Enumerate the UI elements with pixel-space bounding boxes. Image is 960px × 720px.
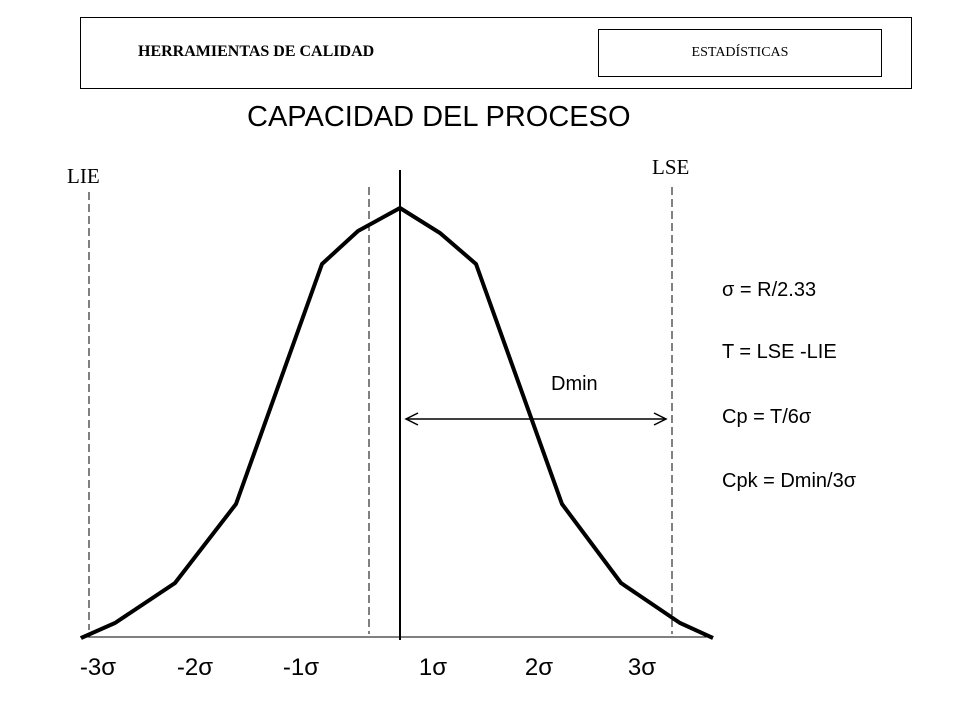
dmin-label: Dmin [551, 373, 598, 395]
tick-1-sigma: 1σ [418, 654, 448, 681]
section-badge: ESTADÍSTICAS [598, 29, 882, 77]
tick-minus-3-sigma: -3σ [79, 654, 117, 681]
formula-cpk: Cpk = Dmin/3σ [722, 470, 857, 492]
lse-label: LSE [652, 155, 690, 179]
tick-minus-2-sigma: -2σ [176, 654, 214, 681]
header-title: HERRAMIENTAS DE CALIDAD [138, 43, 375, 60]
distribution-curve [80, 205, 714, 640]
dmin-arrow-right-head [653, 412, 668, 426]
formula-cp: Cp = T/6σ [722, 406, 812, 428]
formula-t: T = LSE -LIE [722, 341, 837, 363]
formula-sigma: σ = R/2.33 [722, 279, 817, 301]
tick-minus-1-sigma: -1σ [282, 654, 320, 681]
tick-2-sigma: 2σ [524, 654, 554, 681]
main-title: CAPACIDAD DEL PROCESO [247, 101, 631, 133]
lie-label: LIE [67, 164, 100, 188]
section-label: ESTADÍSTICAS [691, 45, 789, 60]
header-frame [80, 17, 912, 89]
dmin-arrow-left-head [404, 412, 419, 426]
tick-3-sigma: 3σ [627, 654, 657, 681]
